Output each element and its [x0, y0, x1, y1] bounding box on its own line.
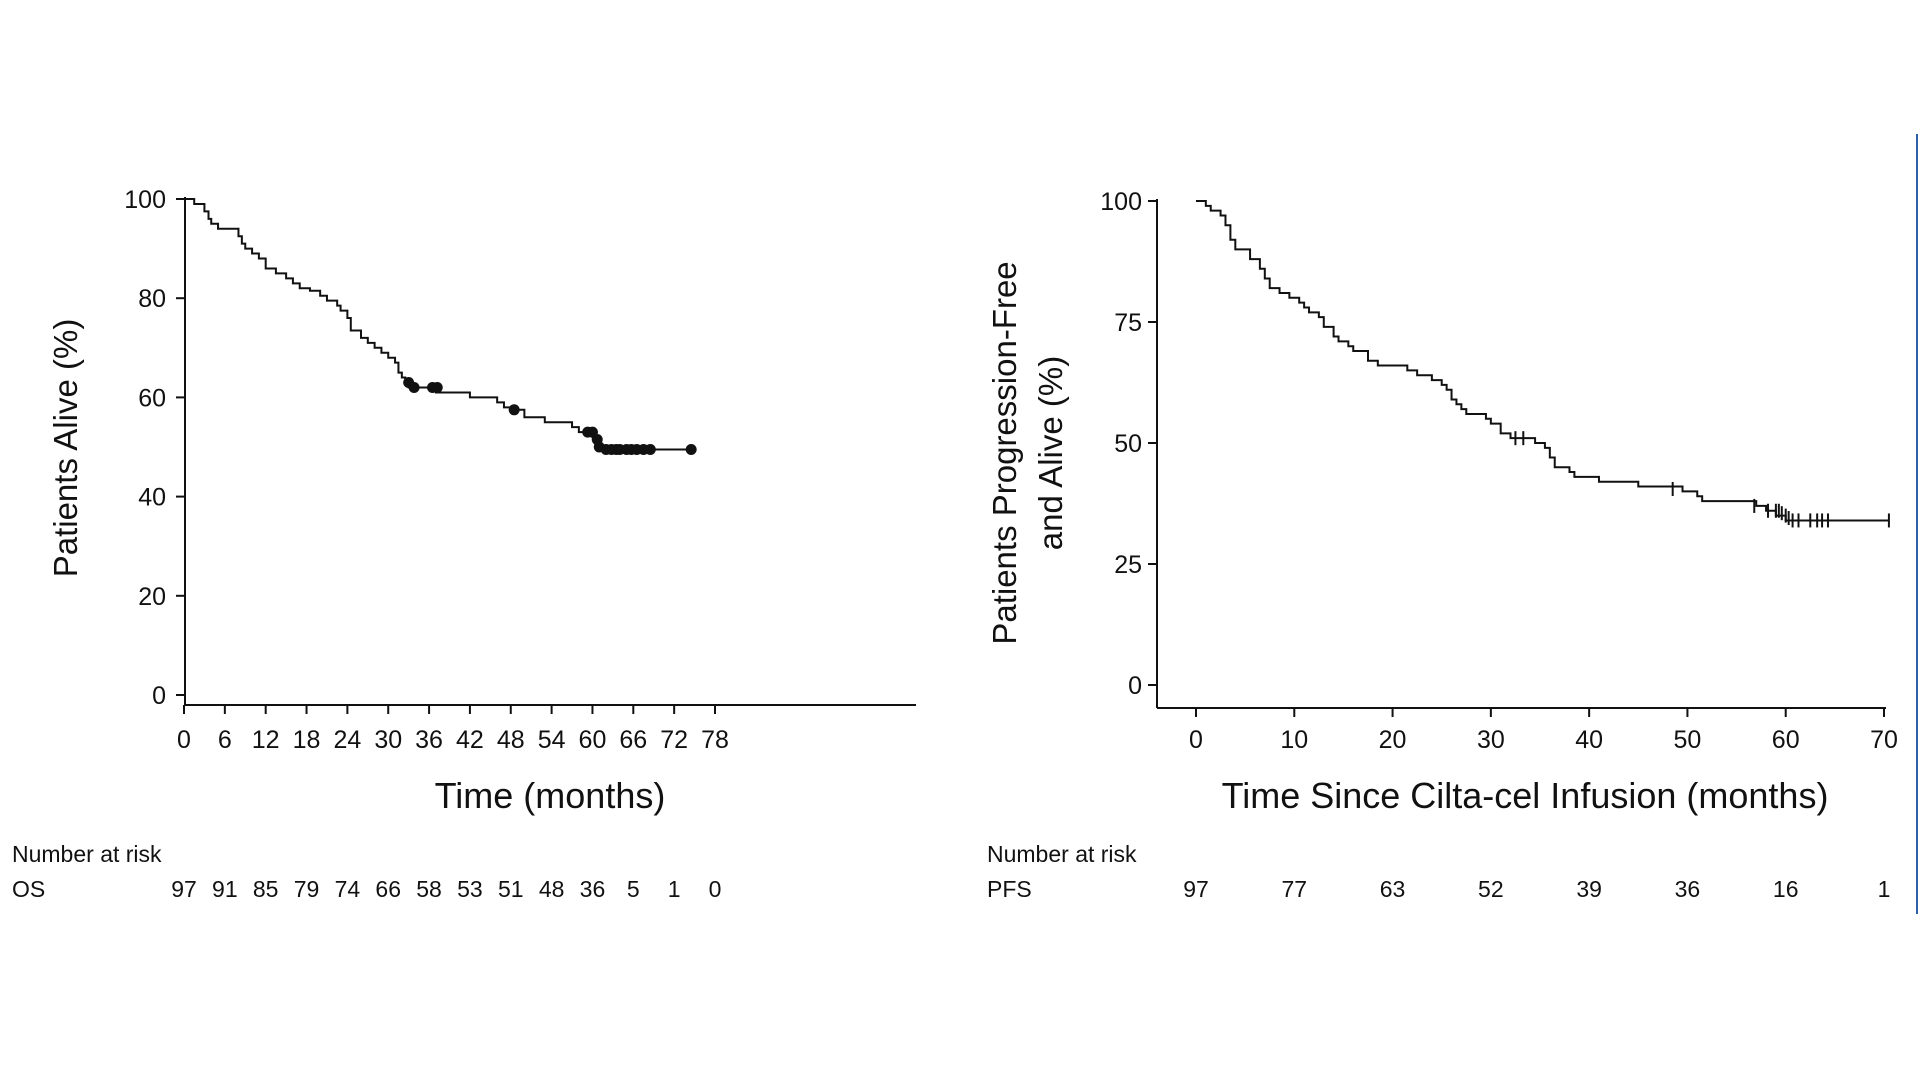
censor-dot [644, 443, 656, 455]
censor-dot [685, 443, 697, 455]
y-axis-title: Patients Progression-Free and Alive (%) [986, 261, 1069, 644]
y-tick-label: 50 [1114, 430, 1142, 458]
x-tick-label: 10 [1280, 726, 1308, 754]
y-axis-title: Patients Alive (%) [47, 319, 84, 578]
risk-row-label: PFS [987, 876, 1032, 902]
km-curve [184, 198, 692, 451]
censor-dot [408, 381, 420, 393]
x-tick-label: 0 [1189, 726, 1203, 754]
x-tick-label: 30 [374, 726, 402, 754]
x-tick-label: 48 [497, 726, 525, 754]
x-tick-label: 20 [1379, 726, 1407, 754]
x-axis-title: Time (months) [435, 775, 666, 816]
x-tick-label: 66 [619, 726, 647, 754]
risk-count: 97 [1183, 876, 1209, 902]
risk-count: 77 [1281, 876, 1307, 902]
risk-count: 16 [1773, 876, 1799, 902]
censor-dot [508, 404, 520, 416]
y-tick-label: 60 [138, 384, 166, 412]
risk-count: 51 [498, 876, 524, 902]
x-tick-label: 60 [579, 726, 607, 754]
km-curve [1196, 200, 1889, 522]
censor-dot [431, 381, 443, 393]
x-tick-label: 12 [252, 726, 280, 754]
y-tick-label: 75 [1114, 309, 1142, 337]
risk-count: 1 [668, 876, 681, 902]
x-tick-label: 78 [701, 726, 729, 754]
x-tick-label: 50 [1674, 726, 1702, 754]
y-axis-title-line: Patients Alive (%) [47, 319, 84, 578]
risk-table-title: Number at risk [987, 841, 1137, 867]
risk-count: 79 [294, 876, 320, 902]
x-tick-label: 36 [415, 726, 443, 754]
risk-count: 36 [1675, 876, 1701, 902]
risk-count: 66 [375, 876, 401, 902]
y-tick-label: 20 [138, 583, 166, 611]
y-tick-label: 100 [124, 186, 166, 214]
risk-count: 63 [1380, 876, 1406, 902]
y-tick-label: 0 [152, 682, 166, 710]
x-tick-label: 6 [218, 726, 232, 754]
y-tick-label: 40 [138, 484, 166, 512]
x-tick-label: 18 [293, 726, 321, 754]
x-tick-label: 60 [1772, 726, 1800, 754]
y-axis-title-line: and Alive (%) [1032, 356, 1069, 550]
x-tick-label: 70 [1870, 726, 1898, 754]
risk-count: 48 [539, 876, 565, 902]
pfs-chart: 0 25 50 75 100 0 10 20 30 40 50 60 70 Time Since Cilt… [986, 188, 1898, 902]
y-tick-label: 100 [1100, 188, 1142, 216]
risk-count: 53 [457, 876, 483, 902]
risk-table-title: Number at risk [12, 841, 162, 867]
risk-count: 52 [1478, 876, 1504, 902]
risk-row-label: OS [12, 876, 45, 902]
risk-count: 91 [212, 876, 238, 902]
y-tick-label: 0 [1128, 672, 1142, 700]
risk-count: 85 [253, 876, 279, 902]
page-edge-rule [1916, 134, 1918, 914]
risk-count: 97 [171, 876, 197, 902]
x-tick-label: 54 [538, 726, 566, 754]
y-tick-label: 80 [138, 285, 166, 313]
x-tick-label: 42 [456, 726, 484, 754]
y-axis-title-line: Patients Progression-Free [986, 261, 1023, 644]
x-tick-label: 24 [333, 726, 361, 754]
risk-count: 5 [627, 876, 640, 902]
risk-count: 0 [709, 876, 722, 902]
x-axis-title: Time Since Cilta-cel Infusion (months) [1222, 775, 1829, 816]
risk-count: 74 [335, 876, 361, 902]
y-tick-label: 25 [1114, 551, 1142, 579]
x-tick-label: 40 [1575, 726, 1603, 754]
risk-count: 39 [1576, 876, 1602, 902]
risk-count: 36 [580, 876, 606, 902]
x-tick-label: 0 [177, 726, 191, 754]
risk-count: 58 [416, 876, 442, 902]
x-tick-label: 72 [660, 726, 688, 754]
risk-count: 1 [1878, 876, 1891, 902]
x-tick-label: 30 [1477, 726, 1505, 754]
